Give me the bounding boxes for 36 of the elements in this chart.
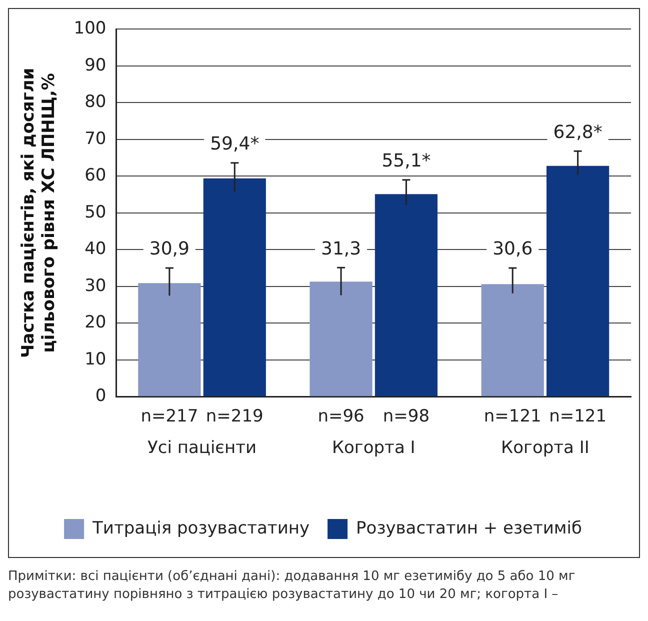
text: n=96 [318,406,364,427]
data-label: 31,3 [320,238,362,260]
text: Примітки: всі пацієнти (об’єднані дані): додавання 10 мг езетимібу до 5 або 10 мг розувастатину порівняно з титрацією розувастатину до 10 чи 20 мг; когорта I – [8,568,576,604]
data-label: 30,9 [149,238,190,260]
data-label: 55,1* [382,150,431,172]
x-tick-label: Когорта II [501,438,590,458]
y-tick-label: 70 [84,128,106,149]
data-label: 30,6 [492,238,533,260]
y-tick-label: 100 [74,18,106,39]
y-tick-label: 10 [84,349,106,370]
text: n=121 [484,406,542,427]
text: n=219 [206,406,264,427]
bar [138,283,201,396]
y-tick-label: 0 [95,386,106,406]
legend-label: Розувастатин + езетиміб [356,518,582,538]
data-label: 59,4* [210,134,260,155]
data-label: 62,8* [553,122,602,143]
bar [546,166,610,396]
bar [310,282,372,396]
y-tick-label: 90 [84,55,106,76]
y-tick-label: 30 [84,276,106,296]
bar [203,178,266,396]
y-tick-label: 80 [84,92,106,112]
x-tick-label: Когорта I [332,438,416,458]
bar [374,194,438,396]
legend-label: Титрація розувастатину [92,518,310,538]
x-tick-label: Усі пацієнти [148,438,257,458]
y-tick-label: 40 [84,239,106,260]
text: n=98 [382,406,430,427]
y-tick-label: 60 [84,166,106,186]
y-tick-label: 50 [84,202,106,222]
bar [481,284,544,396]
text: n=217 [140,406,198,427]
text: n=121 [549,406,607,427]
y-tick-label: 20 [84,312,106,333]
y-axis-title: Частка пацієнтів, які досягли цільового рівня ХС ЛПНЩ,% [18,68,60,358]
